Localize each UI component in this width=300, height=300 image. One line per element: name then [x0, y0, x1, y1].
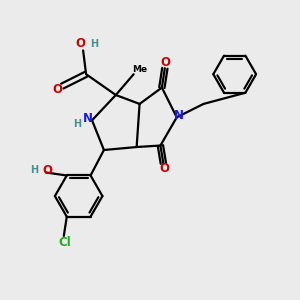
Text: O: O [52, 83, 62, 96]
Text: H: H [73, 119, 81, 129]
Text: H: H [31, 165, 39, 175]
Text: O: O [43, 164, 52, 177]
Text: N: N [82, 112, 93, 125]
Text: H: H [90, 39, 98, 49]
Text: O: O [76, 38, 86, 50]
Text: O: O [159, 162, 169, 175]
Text: O: O [160, 56, 170, 69]
Text: Cl: Cl [58, 236, 71, 249]
Text: N: N [174, 109, 184, 122]
Text: Me: Me [132, 65, 147, 74]
